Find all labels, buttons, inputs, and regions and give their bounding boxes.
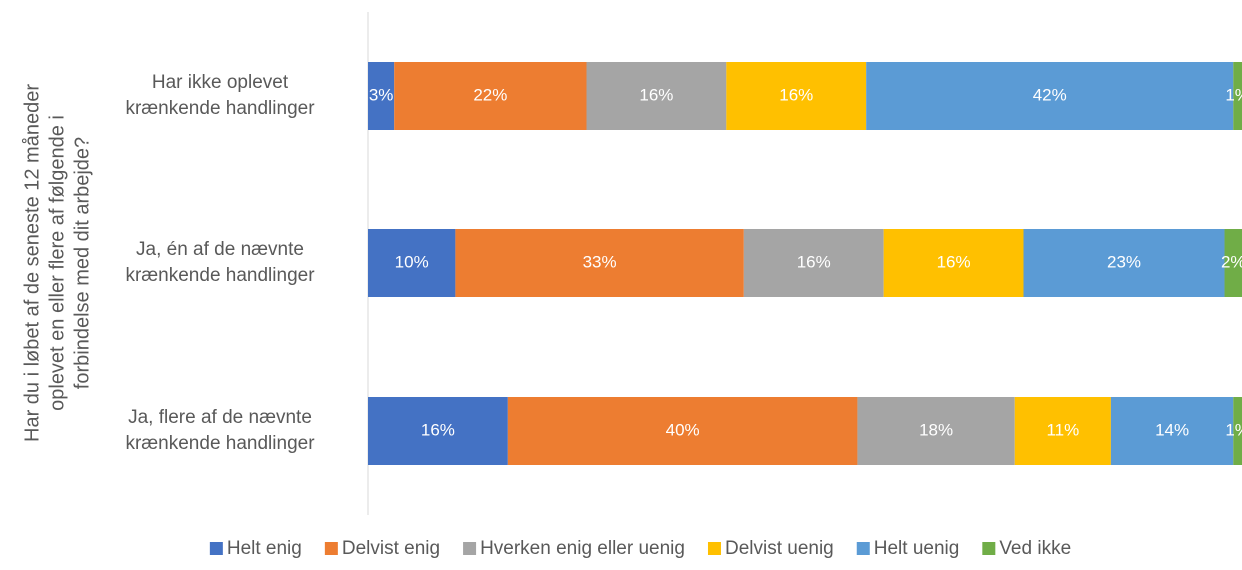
bar-segment	[743, 229, 884, 297]
category-label: Ja, flere af de nævnte krænkende handlin…	[125, 407, 315, 454]
bar-segment	[1233, 62, 1242, 130]
data-label: 42%	[1033, 85, 1067, 104]
data-label: 33%	[583, 252, 617, 271]
category-label: Ja, én af de nævnte krænkende handlinger	[125, 239, 315, 286]
bar-segment	[1224, 229, 1242, 297]
bar-segment	[1110, 397, 1234, 465]
bar-segment	[394, 62, 587, 130]
bar-segment	[726, 62, 867, 130]
bar-segment	[455, 229, 744, 297]
legend-label: Delvist enig	[342, 538, 440, 559]
data-label: 16%	[937, 252, 971, 271]
legend-swatch	[856, 542, 870, 555]
bar-segment	[883, 229, 1024, 297]
data-label: 40%	[666, 420, 700, 439]
data-label: 16%	[797, 252, 831, 271]
bar-segment	[507, 397, 858, 465]
data-label: 16%	[421, 420, 455, 439]
bar-segment	[586, 62, 727, 130]
data-label: 23%	[1107, 252, 1141, 271]
legend-swatch	[982, 542, 996, 555]
legend-label: Hverken enig eller uenig	[480, 538, 685, 559]
legend-label: Helt uenig	[874, 538, 960, 559]
legend-swatch	[324, 542, 338, 555]
legend-label: Helt enig	[227, 538, 302, 559]
data-label: 11%	[1046, 420, 1079, 439]
y-axis-label: Har du i løbet af de seneste 12 måneder …	[21, 84, 94, 442]
category-label: Har ikke oplevet krænkende handlinger	[125, 72, 315, 119]
legend-swatch	[209, 542, 223, 555]
data-label: 22%	[473, 85, 507, 104]
data-label: 1%	[1225, 420, 1242, 439]
legend-label: Ved ikke	[999, 538, 1071, 559]
data-label: 16%	[779, 85, 813, 104]
bar-segment	[857, 397, 1015, 465]
bar-segment	[866, 62, 1234, 130]
bar-segment	[368, 62, 395, 130]
legend-swatch	[707, 542, 721, 555]
data-label: 3%	[369, 85, 394, 104]
bar-segment	[368, 397, 508, 465]
bar-segment	[1233, 397, 1242, 465]
bar-segment	[368, 229, 456, 297]
data-label: 1%	[1225, 85, 1242, 104]
data-label: 14%	[1155, 420, 1189, 439]
data-label: 10%	[395, 252, 429, 271]
data-label: 2%	[1221, 252, 1242, 271]
legend-label: Delvist uenig	[725, 538, 834, 559]
data-label: 18%	[919, 420, 953, 439]
legend-swatch	[463, 542, 477, 555]
bar-segment	[1014, 397, 1111, 465]
bar-segment	[1023, 229, 1225, 297]
data-label: 16%	[639, 85, 673, 104]
